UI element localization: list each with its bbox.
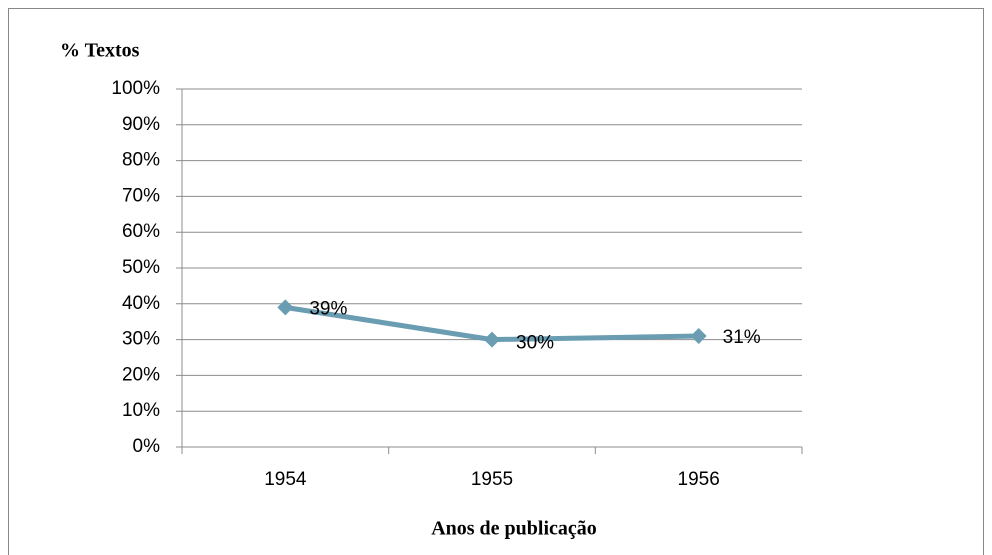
- x-tick-label: 1954: [264, 469, 307, 490]
- y-tick-label: 0%: [133, 436, 161, 457]
- data-label: 30%: [516, 333, 554, 354]
- x-tick-label: 1955: [471, 469, 513, 490]
- y-tick-label: 40%: [122, 293, 160, 314]
- y-tick-label: 80%: [122, 150, 160, 171]
- y-tick-label: 30%: [122, 329, 160, 350]
- data-label: 31%: [723, 327, 761, 348]
- y-tick-label: 50%: [122, 257, 160, 278]
- y-tick-label: 60%: [122, 221, 160, 242]
- marker: [484, 331, 500, 348]
- y-tick-label: 20%: [122, 364, 160, 385]
- marker: [277, 299, 294, 316]
- y-tick-label: 70%: [122, 185, 160, 206]
- chart-border: [8, 8, 984, 555]
- x-tick-label: 1956: [678, 469, 720, 490]
- x-axis-label: Anos de publicação: [431, 518, 597, 540]
- y-tick-label: 90%: [122, 114, 160, 135]
- y-tick-label: 100%: [111, 78, 160, 99]
- y-axis-label: % Textos: [60, 40, 140, 62]
- marker: [690, 328, 707, 345]
- y-tick-label: 10%: [122, 400, 160, 421]
- data-label: 39%: [309, 298, 347, 319]
